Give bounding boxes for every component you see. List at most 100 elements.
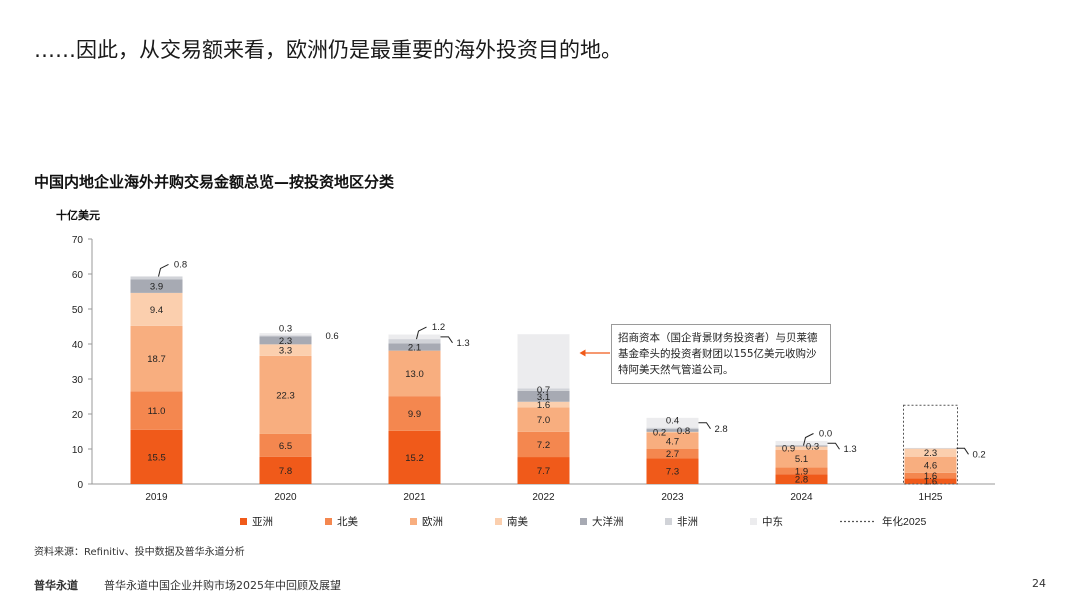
data-label: 0.8 bbox=[174, 259, 187, 270]
legend-label: 年化2025 bbox=[882, 515, 927, 528]
data-label: 4.7 bbox=[666, 436, 679, 447]
data-label: 7.3 bbox=[666, 467, 679, 478]
data-label: 0.8 bbox=[677, 426, 690, 437]
data-label: 1.2 bbox=[432, 322, 445, 333]
bar-segment bbox=[130, 325, 183, 392]
bar-segment bbox=[775, 445, 828, 447]
data-label: 9.9 bbox=[408, 409, 421, 420]
page-headline: ……因此，从交易额来看，欧洲仍是最重要的海外投资目的地。 bbox=[34, 38, 622, 62]
bar-segment bbox=[130, 429, 183, 484]
bar-segment bbox=[904, 447, 957, 449]
footer-report-title: 普华永道中国企业并购市场2025年中回顾及展望 bbox=[104, 579, 341, 592]
leader-line bbox=[698, 422, 711, 430]
bar-segment bbox=[388, 396, 441, 431]
bar-segment bbox=[646, 458, 699, 484]
x-tick-label: 1H25 bbox=[919, 492, 943, 503]
legend-swatch bbox=[410, 518, 417, 525]
bar-segment bbox=[388, 343, 441, 351]
bar-segment bbox=[517, 431, 570, 458]
bar-segment bbox=[646, 431, 699, 433]
bar-segment bbox=[259, 433, 312, 457]
footer-brand: 普华永道 bbox=[34, 579, 78, 592]
data-label: 0.0 bbox=[819, 429, 832, 440]
data-label: 11.0 bbox=[148, 406, 166, 417]
data-label: 13.0 bbox=[405, 369, 424, 380]
data-label: 22.3 bbox=[276, 390, 295, 401]
data-label: 1.3 bbox=[844, 444, 857, 455]
bar-segment bbox=[775, 474, 828, 484]
data-label: 2.1 bbox=[408, 342, 421, 353]
bar-segment bbox=[259, 336, 312, 345]
data-label: 9.4 bbox=[150, 305, 163, 316]
bar-segment bbox=[388, 334, 441, 340]
bar-segment bbox=[130, 391, 183, 430]
data-label: 6.5 bbox=[279, 441, 292, 452]
y-tick-label: 40 bbox=[72, 340, 84, 351]
bar-segment bbox=[904, 472, 957, 479]
data-label: 4.6 bbox=[924, 460, 937, 471]
y-tick-label: 50 bbox=[72, 305, 84, 316]
data-label: 15.5 bbox=[147, 452, 166, 463]
data-label: 15.2 bbox=[405, 453, 424, 464]
data-label: 0.3 bbox=[279, 323, 292, 334]
leader-line bbox=[956, 447, 969, 455]
bar-segment bbox=[130, 292, 183, 326]
y-tick-label: 70 bbox=[72, 235, 84, 246]
legend-label: 亚洲 bbox=[252, 516, 273, 528]
data-label: 2.3 bbox=[279, 336, 292, 347]
data-label: 7.8 bbox=[279, 466, 292, 477]
annualized-2025-outline bbox=[903, 404, 958, 485]
legend-swatch bbox=[665, 518, 672, 525]
legend-swatch bbox=[240, 518, 247, 525]
data-label: 3.3 bbox=[279, 346, 292, 357]
bar-segment bbox=[775, 446, 828, 450]
bar-segment bbox=[517, 401, 570, 408]
bar-segment bbox=[259, 333, 312, 336]
data-label: 3.9 bbox=[150, 282, 163, 293]
x-tick-label: 2022 bbox=[532, 492, 555, 503]
y-tick-label: 20 bbox=[72, 410, 84, 421]
y-axis-unit: 十亿美元 bbox=[56, 209, 100, 222]
legend-label: 非洲 bbox=[677, 516, 698, 528]
x-tick-label: 2023 bbox=[661, 492, 684, 503]
bar-segment bbox=[259, 355, 312, 434]
data-label: 1.6 bbox=[924, 477, 937, 488]
page-number: 24 bbox=[1032, 577, 1046, 590]
bar-segment bbox=[517, 388, 570, 391]
y-tick-label: 10 bbox=[72, 445, 84, 456]
bar-segment bbox=[646, 432, 699, 449]
leader-line bbox=[158, 264, 169, 277]
legend-swatch bbox=[495, 518, 502, 525]
bar-segment bbox=[259, 456, 312, 484]
bars-layer bbox=[130, 276, 958, 485]
bar-segment bbox=[904, 478, 957, 484]
bar-segment bbox=[517, 457, 570, 484]
bar-segment bbox=[388, 430, 441, 484]
data-label: 0.7 bbox=[537, 385, 550, 396]
data-label: 1.6 bbox=[537, 400, 550, 411]
bar-segment bbox=[646, 417, 699, 428]
data-label: 2.3 bbox=[924, 448, 937, 459]
bar-segment bbox=[388, 339, 441, 344]
data-label: 0.2 bbox=[973, 449, 986, 460]
callout-arrow-head bbox=[579, 349, 586, 357]
data-label: 5.1 bbox=[795, 454, 808, 465]
bar-segment bbox=[130, 279, 183, 293]
legend-label: 北美 bbox=[337, 515, 358, 528]
bar-segment bbox=[259, 344, 312, 356]
bar-segment bbox=[517, 407, 570, 432]
bar-segment bbox=[646, 429, 699, 432]
data-label: 18.7 bbox=[147, 354, 166, 365]
y-tick-label: 60 bbox=[72, 270, 84, 281]
data-label: 2.7 bbox=[666, 449, 679, 460]
bar-segment bbox=[904, 456, 957, 473]
bar-segment bbox=[517, 334, 570, 389]
data-label: 7.0 bbox=[537, 415, 550, 426]
bar-segment bbox=[259, 335, 312, 337]
data-label: 7.7 bbox=[537, 466, 550, 477]
bar-segment bbox=[130, 276, 183, 280]
legend-label: 欧洲 bbox=[422, 516, 443, 528]
chart-title: 中国内地企业海外并购交易金额总览—按投资地区分类 bbox=[34, 173, 395, 191]
x-tick-label: 2021 bbox=[403, 492, 426, 503]
